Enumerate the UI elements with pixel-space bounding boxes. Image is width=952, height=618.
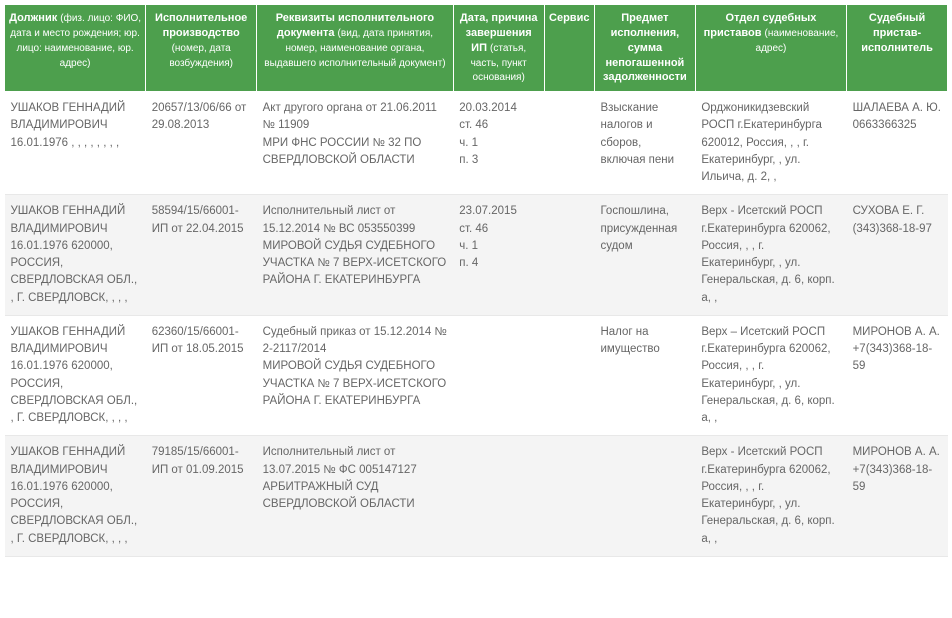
cell-bailiff: СУХОВА Е. Г. (343)368-18-97 <box>847 195 948 316</box>
enforcement-table: Должник (физ. лицо: ФИО, дата и место ро… <box>4 4 948 557</box>
cell-bailiff: ШАЛАЕВА А. Ю. 0663366325 <box>847 92 948 195</box>
cell-date <box>453 436 544 557</box>
header-row: Должник (физ. лицо: ФИО, дата и место ро… <box>5 5 948 92</box>
cell-debtor: УШАКОВ ГЕННАДИЙ ВЛАДИМИРОВИЧ 16.01.1976 … <box>5 92 146 195</box>
header-subject: Предмет исполнения, сумма непогашенной з… <box>594 5 695 92</box>
cell-case: 79185/15/66001-ИП от 01.09.2015 <box>146 436 257 557</box>
header-date: Дата, причина завершения ИП (статья, час… <box>453 5 544 92</box>
cell-dept: Верх – Исетский РОСП г.Екатеринбурга 620… <box>695 315 846 436</box>
cell-case: 62360/15/66001-ИП от 18.05.2015 <box>146 315 257 436</box>
cell-service <box>544 315 594 436</box>
header-doc: Реквизиты исполнительного документа (вид… <box>257 5 454 92</box>
header-debtor: Должник (физ. лицо: ФИО, дата и место ро… <box>5 5 146 92</box>
cell-bailiff: МИРОНОВ А. А. +7(343)368-18-59 <box>847 315 948 436</box>
cell-bailiff: МИРОНОВ А. А. +7(343)368-18-59 <box>847 436 948 557</box>
header-dept: Отдел судебных приставов (наименование, … <box>695 5 846 92</box>
cell-dept: Орджоникидзевский РОСП г.Екатеринбурга 6… <box>695 92 846 195</box>
cell-debtor: УШАКОВ ГЕННАДИЙ ВЛАДИМИРОВИЧ 16.01.1976 … <box>5 315 146 436</box>
cell-subject: Госпошлина, присужденная судом <box>594 195 695 316</box>
cell-dept: Верх - Исетский РОСП г.Екатеринбурга 620… <box>695 195 846 316</box>
cell-date <box>453 315 544 436</box>
header-service: Сервис <box>544 5 594 92</box>
header-bailiff: Судебный пристав-исполнитель <box>847 5 948 92</box>
table-row: УШАКОВ ГЕННАДИЙ ВЛАДИМИРОВИЧ 16.01.1976 … <box>5 436 948 557</box>
header-case: Исполнительное производство (номер, дата… <box>146 5 257 92</box>
cell-case: 20657/13/06/66 от 29.08.2013 <box>146 92 257 195</box>
cell-doc: Судебный приказ от 15.12.2014 № 2-2117/2… <box>257 315 454 436</box>
cell-date: 23.07.2015ст. 46ч. 1п. 4 <box>453 195 544 316</box>
cell-service <box>544 436 594 557</box>
cell-subject: Взыскание налогов и сборов, включая пени <box>594 92 695 195</box>
cell-doc: Акт другого органа от 21.06.2011 № 11909… <box>257 92 454 195</box>
cell-doc: Исполнительный лист от 13.07.2015 № ФС 0… <box>257 436 454 557</box>
cell-date: 20.03.2014ст. 46ч. 1п. 3 <box>453 92 544 195</box>
table-row: УШАКОВ ГЕННАДИЙ ВЛАДИМИРОВИЧ 16.01.1976 … <box>5 92 948 195</box>
cell-subject: Налог на имущество <box>594 315 695 436</box>
cell-dept: Верх - Исетский РОСП г.Екатеринбурга 620… <box>695 436 846 557</box>
cell-debtor: УШАКОВ ГЕННАДИЙ ВЛАДИМИРОВИЧ 16.01.1976 … <box>5 436 146 557</box>
cell-debtor: УШАКОВ ГЕННАДИЙ ВЛАДИМИРОВИЧ 16.01.1976 … <box>5 195 146 316</box>
table-row: УШАКОВ ГЕННАДИЙ ВЛАДИМИРОВИЧ 16.01.1976 … <box>5 195 948 316</box>
table-row: УШАКОВ ГЕННАДИЙ ВЛАДИМИРОВИЧ 16.01.1976 … <box>5 315 948 436</box>
cell-case: 58594/15/66001-ИП от 22.04.2015 <box>146 195 257 316</box>
cell-service <box>544 195 594 316</box>
table-body: УШАКОВ ГЕННАДИЙ ВЛАДИМИРОВИЧ 16.01.1976 … <box>5 92 948 557</box>
cell-subject <box>594 436 695 557</box>
cell-service <box>544 92 594 195</box>
cell-doc: Исполнительный лист от 15.12.2014 № ВС 0… <box>257 195 454 316</box>
